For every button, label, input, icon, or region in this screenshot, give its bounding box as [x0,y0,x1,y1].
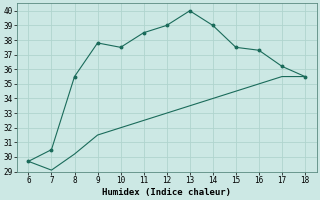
X-axis label: Humidex (Indice chaleur): Humidex (Indice chaleur) [102,188,231,197]
